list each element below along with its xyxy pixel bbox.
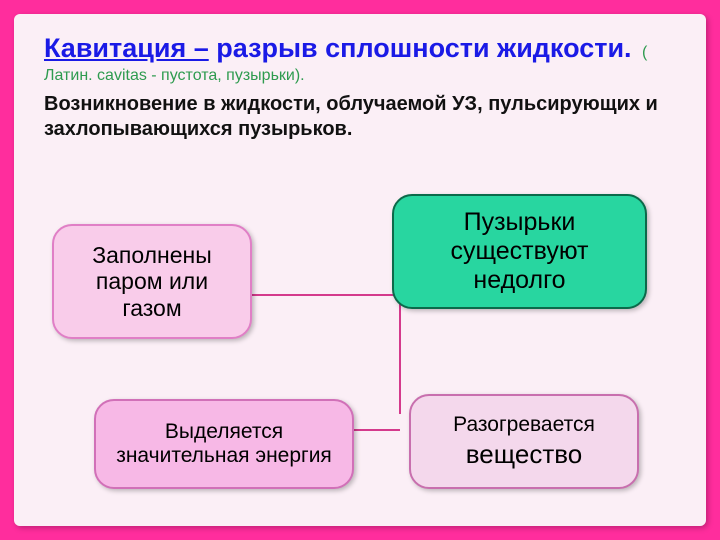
title-underlined: Кавитация –	[44, 33, 209, 63]
title-block: Кавитация – разрыв сплошности жидкости. …	[44, 32, 676, 86]
connector-horizontal	[244, 294, 404, 296]
title-tail: разрыв сплошности жидкости.	[209, 33, 632, 63]
box-short-lived: Пузырьки существуют недолго	[392, 194, 647, 309]
subheading: Возникновение в жидкости, облучаемой УЗ,…	[44, 92, 676, 142]
box-heating-sub: вещество	[453, 440, 595, 470]
box-filled-vapor: Заполнены паром или газом	[52, 224, 252, 339]
box-heating: Разогревается вещество	[409, 394, 639, 489]
connector-short-bl	[354, 429, 400, 431]
slide-panel: Кавитация – разрыв сплошности жидкости. …	[14, 14, 706, 526]
box-energy-release: Выделяется значительная энергия	[94, 399, 354, 489]
box-heating-main: Разогревается	[453, 413, 595, 437]
box-filled-vapor-text: Заполнены паром или газом	[64, 242, 240, 321]
diagram-area: Заполнены паром или газом Пузырьки сущес…	[14, 194, 706, 526]
box-short-lived-text: Пузырьки существуют недолго	[404, 208, 635, 294]
box-energy-release-text: Выделяется значительная энергия	[106, 420, 342, 468]
outer-frame: Кавитация – разрыв сплошности жидкости. …	[0, 0, 720, 540]
